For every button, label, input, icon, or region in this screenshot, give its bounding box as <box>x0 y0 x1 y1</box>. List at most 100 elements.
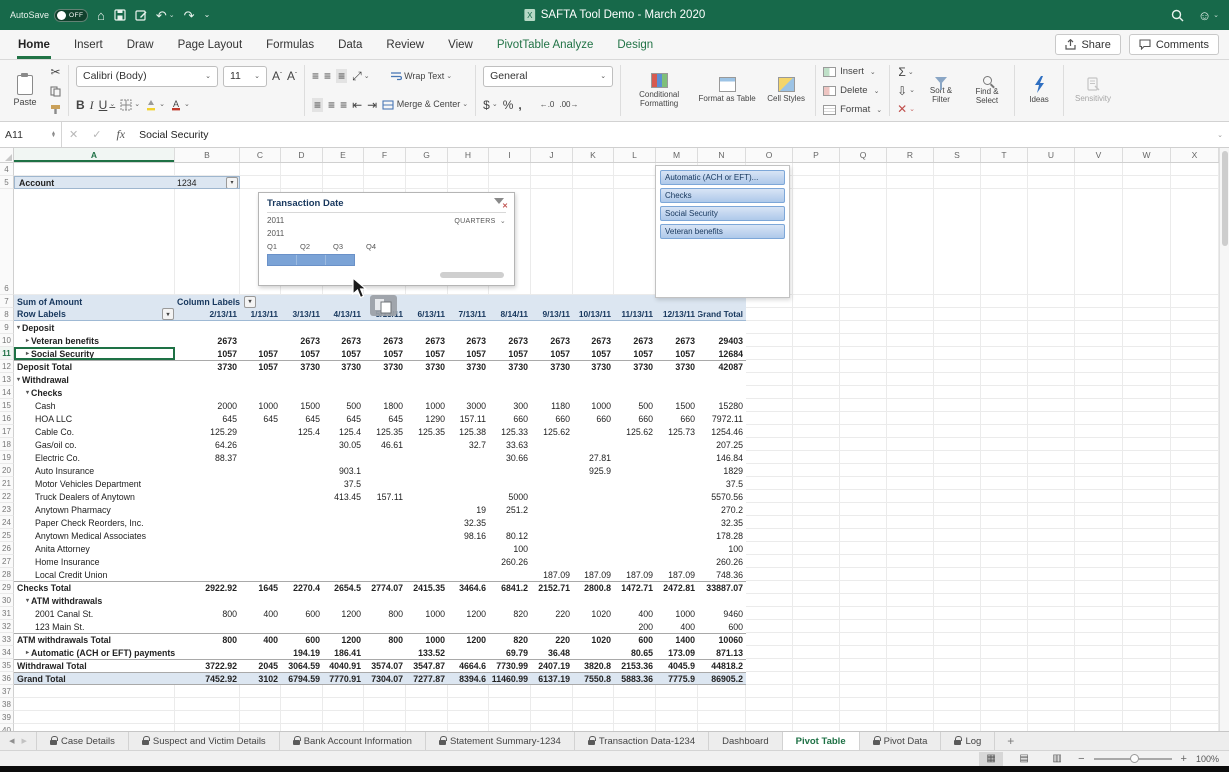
cell-H37[interactable] <box>448 685 489 698</box>
cell-A19[interactable]: Electric Co. <box>14 451 175 464</box>
cell-E34[interactable]: 186.41 <box>323 646 364 659</box>
cell-B17[interactable]: 125.29 <box>175 425 240 438</box>
cell-M11[interactable]: 1057 <box>656 347 698 360</box>
sheet-tab-transaction-data-1234[interactable]: Transaction Data-1234 <box>575 732 710 750</box>
cell-Q13[interactable] <box>840 373 887 386</box>
collapse-toggle[interactable]: ▾ <box>17 325 21 331</box>
cell-O17[interactable] <box>746 425 793 438</box>
prev-sheet-icon[interactable]: ◀ <box>9 738 15 745</box>
cell-T14[interactable] <box>981 386 1028 399</box>
sheet-tab-dashboard[interactable]: Dashboard <box>709 732 783 750</box>
cell-N24[interactable]: 32.35 <box>698 516 746 529</box>
row-labels-filter[interactable]: ▾ <box>162 308 174 320</box>
cell-G19[interactable] <box>406 451 448 464</box>
cell-V13[interactable] <box>1075 373 1123 386</box>
cell-N13[interactable] <box>698 373 746 386</box>
cell-O8[interactable] <box>746 308 793 321</box>
cell-F20[interactable] <box>364 464 406 477</box>
home-icon[interactable]: ⌂ <box>97 7 105 23</box>
row-header-27[interactable]: 27 <box>0 555 14 568</box>
cell-P10[interactable] <box>793 334 840 347</box>
cell-F33[interactable]: 800 <box>364 633 406 646</box>
cell-V11[interactable] <box>1075 347 1123 360</box>
column-header-J[interactable]: J <box>531 148 573 162</box>
cell-A24[interactable]: Paper Check Reorders, Inc. <box>14 516 175 529</box>
cell-M32[interactable]: 400 <box>656 620 698 633</box>
cell-F15[interactable]: 1800 <box>364 399 406 412</box>
cell-K19[interactable]: 27.81 <box>573 451 614 464</box>
cell-F5[interactable] <box>364 176 406 189</box>
align-center-icon[interactable]: ≡ <box>328 97 336 112</box>
cell-I9[interactable] <box>489 321 531 334</box>
cell-C9[interactable] <box>240 321 281 334</box>
cell-E35[interactable]: 4040.91 <box>323 659 364 672</box>
cell-R13[interactable] <box>887 373 934 386</box>
cell-S8[interactable] <box>934 308 981 321</box>
cell-M23[interactable] <box>656 503 698 516</box>
row-header-29[interactable]: 29 <box>0 581 14 594</box>
cell-T37[interactable] <box>981 685 1028 698</box>
cell-O13[interactable] <box>746 373 793 386</box>
cell-G31[interactable]: 1000 <box>406 607 448 620</box>
column-header-F[interactable]: F <box>364 148 406 162</box>
cell-D24[interactable] <box>281 516 323 529</box>
collapse-toggle[interactable]: ▾ <box>26 598 30 604</box>
row-header-36[interactable]: 36 <box>0 672 14 685</box>
cell-F12[interactable]: 3730 <box>364 360 406 373</box>
cell-D17[interactable]: 125.4 <box>281 425 323 438</box>
cell-P39[interactable] <box>793 711 840 724</box>
cell-Q40[interactable] <box>840 724 887 731</box>
cell-V38[interactable] <box>1075 698 1123 711</box>
row-header-15[interactable]: 15 <box>0 399 14 412</box>
row-header-5[interactable]: 5 <box>0 176 14 189</box>
column-header-U[interactable]: U <box>1028 148 1075 162</box>
cell-X36[interactable] <box>1171 672 1219 685</box>
cell-S36[interactable] <box>934 672 981 685</box>
cell-A28[interactable]: Local Credit Union <box>14 568 175 581</box>
cell-D33[interactable]: 600 <box>281 633 323 646</box>
cell-L11[interactable]: 1057 <box>614 347 656 360</box>
cell-T25[interactable] <box>981 529 1028 542</box>
cell-O33[interactable] <box>746 633 793 646</box>
cell-M7[interactable] <box>656 295 698 308</box>
cell-C4[interactable] <box>240 163 281 176</box>
cell-N33[interactable]: 10060 <box>698 633 746 646</box>
cell-E40[interactable] <box>323 724 364 731</box>
column-header-S[interactable]: S <box>934 148 981 162</box>
cell-K31[interactable]: 1020 <box>573 607 614 620</box>
cell-T31[interactable] <box>981 607 1028 620</box>
cell-P32[interactable] <box>793 620 840 633</box>
cell-Q6[interactable] <box>840 189 887 295</box>
cell-K24[interactable] <box>573 516 614 529</box>
cell-J14[interactable] <box>531 386 573 399</box>
cell-H12[interactable]: 3730 <box>448 360 489 373</box>
cell-I34[interactable]: 69.79 <box>489 646 531 659</box>
cell-V22[interactable] <box>1075 490 1123 503</box>
cell-G17[interactable]: 125.35 <box>406 425 448 438</box>
cell-G25[interactable] <box>406 529 448 542</box>
cell-K38[interactable] <box>573 698 614 711</box>
row-header-21[interactable]: 21 <box>0 477 14 490</box>
cell-R22[interactable] <box>887 490 934 503</box>
cell-H39[interactable] <box>448 711 489 724</box>
row-header-7[interactable]: 7 <box>0 295 14 308</box>
cell-C38[interactable] <box>240 698 281 711</box>
cell-G27[interactable] <box>406 555 448 568</box>
cell-W5[interactable] <box>1123 176 1171 189</box>
cell-S37[interactable] <box>934 685 981 698</box>
cell-I11[interactable]: 1057 <box>489 347 531 360</box>
cell-L26[interactable] <box>614 542 656 555</box>
cell-F18[interactable]: 46.61 <box>364 438 406 451</box>
cell-J35[interactable]: 2407.19 <box>531 659 573 672</box>
cell-P30[interactable] <box>793 594 840 607</box>
cell-N28[interactable]: 748.36 <box>698 568 746 581</box>
cell-K23[interactable] <box>573 503 614 516</box>
cell-O38[interactable] <box>746 698 793 711</box>
comments-button[interactable]: Comments <box>1128 34 1219 55</box>
cell-K6[interactable] <box>573 189 614 295</box>
cell-R33[interactable] <box>887 633 934 646</box>
cell-G28[interactable] <box>406 568 448 581</box>
cell-W16[interactable] <box>1123 412 1171 425</box>
cell-S38[interactable] <box>934 698 981 711</box>
cell-O14[interactable] <box>746 386 793 399</box>
